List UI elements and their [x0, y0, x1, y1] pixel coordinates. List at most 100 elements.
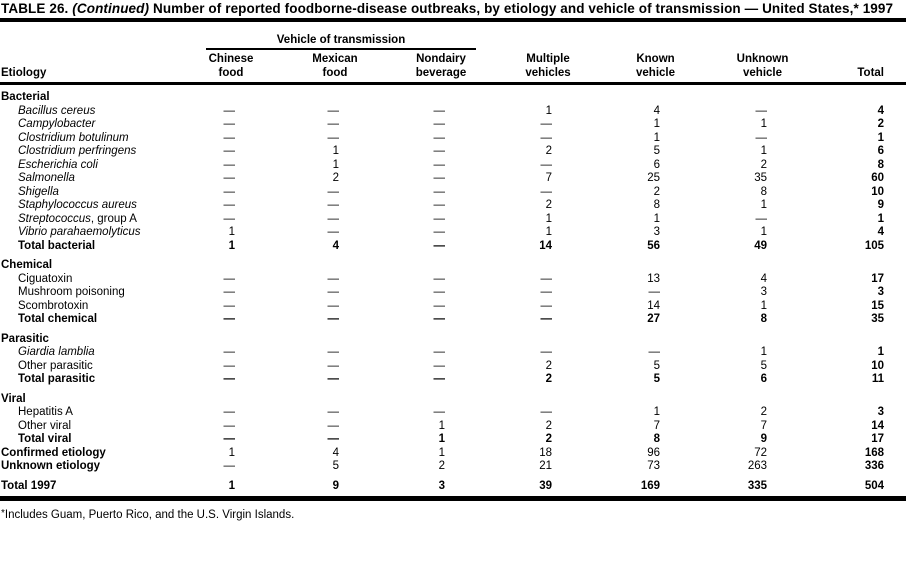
value-cell: — [433, 145, 446, 157]
value-cell: — [433, 313, 446, 325]
etiology-cell: Viral [1, 392, 26, 405]
value-cell: 56 [647, 239, 661, 252]
value-cell: 3 [388, 473, 495, 501]
value-cell: 3 [653, 226, 661, 238]
value-cell: 2 [545, 145, 553, 157]
etiology-cell: Shigella [18, 185, 59, 198]
value-cell: 6 [653, 158, 661, 171]
value-cell: — [540, 131, 553, 144]
value-cell: — [433, 299, 446, 312]
etiology-cell: Salmonella [18, 172, 75, 184]
value-cell: — [540, 158, 553, 171]
value-cell: — [327, 131, 340, 144]
table-row: Mushroom poisoning — — — — — 3 3 [0, 286, 906, 300]
value-cell: 96 [647, 446, 661, 459]
value-cell: 2 [545, 419, 553, 432]
value-cell: — [433, 346, 446, 358]
value-cell: 5 [653, 145, 661, 157]
etiology-cell: Streptococcus, group A [18, 212, 137, 225]
etiology-cell: Total chemical [18, 313, 98, 325]
value-cell: 4 [760, 272, 768, 285]
value-cell: 504 [816, 473, 906, 501]
value-cell: — [223, 359, 236, 372]
value-cell: — [433, 226, 446, 238]
value-cell: 8 [760, 313, 768, 325]
column-header-nondairy-beverage: Nondairy beverage [388, 50, 495, 85]
value-cell: — [327, 272, 340, 285]
table-row: Viral [0, 387, 906, 407]
value-cell [816, 84, 906, 105]
value-cell: 10 [871, 359, 885, 372]
value-cell: — [648, 346, 661, 358]
value-cell [816, 327, 906, 347]
value-cell: — [433, 118, 446, 130]
value-cell [494, 387, 602, 407]
value-cell: 1 [438, 446, 446, 459]
value-cell [602, 387, 709, 407]
value-cell: 17 [871, 272, 885, 285]
value-cell: 2 [545, 359, 553, 372]
value-cell: 60 [871, 172, 885, 184]
etiology-cell: Other parasitic [18, 359, 93, 372]
value-cell: — [755, 212, 768, 225]
value-cell [180, 84, 282, 105]
table-row: Total 1997 1 9 3 39 169 335 504 [0, 473, 906, 501]
etiology-cell: Unknown etiology [1, 460, 101, 472]
table-row: Staphylococcus aureus — — — 2 8 1 9 [0, 199, 906, 213]
value-cell: 15 [871, 299, 885, 312]
value-cell: — [223, 433, 236, 445]
value-cell: 1 [180, 473, 282, 501]
value-cell: 1 [760, 118, 768, 130]
value-cell: 5 [760, 359, 768, 372]
footnote: *Includes Guam, Puerto Rico, and the U.S… [0, 508, 906, 521]
value-cell [388, 387, 494, 407]
value-cell: 1 [760, 226, 768, 238]
value-cell: 7 [545, 172, 553, 184]
value-cell: — [540, 406, 553, 418]
value-cell [494, 253, 602, 273]
value-cell: 2 [438, 460, 446, 472]
table-title-text: Number of reported foodborne-disease out… [152, 1, 894, 16]
value-cell: — [223, 199, 236, 211]
value-cell: — [433, 212, 446, 225]
value-cell: 14 [871, 419, 885, 432]
value-cell: 1 [760, 145, 768, 157]
value-cell: — [223, 419, 236, 432]
value-cell: — [327, 373, 340, 385]
value-cell: 336 [864, 460, 885, 472]
value-cell: — [540, 185, 553, 198]
value-cell: — [433, 104, 446, 117]
value-cell [180, 327, 282, 347]
value-cell: 1 [653, 118, 661, 130]
value-cell: — [327, 118, 340, 130]
value-cell: — [327, 299, 340, 312]
value-cell: — [223, 172, 236, 184]
value-cell: 1 [332, 158, 339, 171]
value-cell: 1 [545, 104, 553, 117]
value-cell: 1 [760, 299, 768, 312]
value-cell: 8 [760, 185, 768, 198]
value-cell: 1 [877, 346, 885, 358]
column-header-unknown-vehicle: Unknown vehicle [709, 50, 817, 85]
column-header-multiple-vehicles: Multiple vehicles [494, 50, 603, 85]
outbreaks-table: Vehicle of transmission Etiology Chinese… [0, 22, 906, 501]
value-cell: 4 [653, 104, 661, 117]
etiology-cell: Total 1997 [0, 473, 180, 501]
value-cell: 10 [871, 185, 885, 198]
value-cell: 7 [760, 419, 768, 432]
value-cell: — [327, 433, 340, 445]
etiology-cell: Vibrio parahaemolyticus [18, 226, 141, 238]
table-row: Shigella — — — — 2 8 10 [0, 186, 906, 200]
value-cell: 35 [871, 313, 885, 325]
value-cell: 1 [877, 212, 885, 225]
value-cell: 4 [877, 226, 885, 238]
value-cell [709, 327, 816, 347]
value-cell: 3 [877, 286, 885, 298]
value-cell: 335 [709, 473, 817, 501]
value-cell: — [223, 346, 236, 358]
value-cell: — [540, 299, 553, 312]
value-cell [282, 387, 388, 407]
etiology-cell: Confirmed etiology [1, 446, 106, 459]
value-cell: — [433, 172, 446, 184]
spanner-spacer [494, 22, 906, 50]
